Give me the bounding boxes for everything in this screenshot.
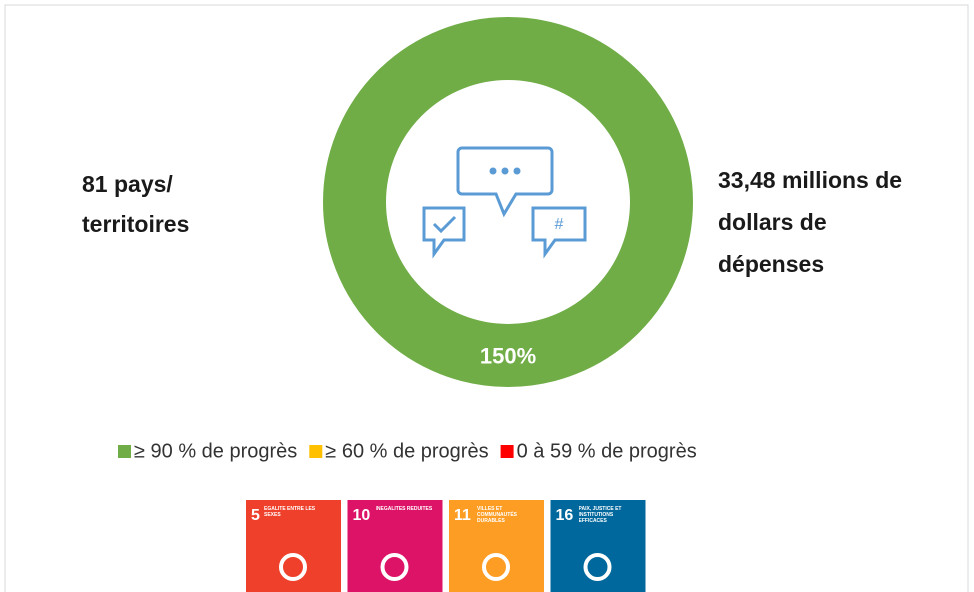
sdg-pictogram — [279, 553, 307, 581]
sdg-number: 5 — [251, 507, 260, 524]
sdg-pictogram — [380, 553, 409, 581]
legend-swatch — [309, 445, 323, 458]
sdg-tile — [550, 500, 646, 592]
sdg-label-box: VILLES ET COMMUNAUTÉS DURABLES — [477, 506, 517, 524]
legend-label: 0 à 59 % de progrès — [517, 440, 697, 462]
annotation: dépenses — [718, 251, 824, 277]
sdg-number: 10 — [353, 507, 371, 524]
donut-ring — [323, 17, 693, 387]
sdg-label: PAIX, JUSTICE ET INSTITUTIONS EFFICACES — [578, 506, 622, 524]
sdg-pictogram — [482, 553, 510, 581]
sdg-number: 16 — [556, 507, 574, 524]
sdg-tile — [449, 500, 544, 592]
legend-swatch — [500, 445, 514, 458]
sdg-tile — [347, 500, 443, 592]
sdg-label-box: PAIX, JUSTICE ET INSTITUTIONS EFFICACES — [578, 506, 622, 524]
speech-icon: # — [422, 146, 587, 259]
sdg-label: VILLES ET COMMUNAUTÉS DURABLES — [477, 506, 517, 524]
sdg-label: INÉGALITÉS RÉDUITES — [375, 506, 433, 512]
value-label: 150% — [480, 343, 536, 368]
annotation: territoires — [82, 211, 189, 237]
sdg-number: 11 — [454, 507, 471, 524]
sdg-tile — [246, 500, 341, 592]
sdg-pictogram — [583, 553, 612, 581]
svg-text:#: # — [555, 216, 564, 233]
legend-label: ≥ 90 % de progrès — [134, 440, 297, 462]
annotation: 33,48 millions de — [718, 167, 902, 193]
sdg-label: ÉGALITÉ ENTRE LES SEXES — [264, 506, 316, 518]
annotation: dollars de — [718, 209, 827, 235]
annotation: 81 pays/ — [82, 171, 173, 197]
frame — [4, 4, 969, 592]
legend-label: ≥ 60 % de progrès — [325, 440, 488, 462]
legend-swatch — [118, 445, 131, 458]
sdg-label-box: INÉGALITÉS RÉDUITES — [375, 506, 433, 512]
sdg-label-box: ÉGALITÉ ENTRE LES SEXES — [264, 506, 316, 518]
